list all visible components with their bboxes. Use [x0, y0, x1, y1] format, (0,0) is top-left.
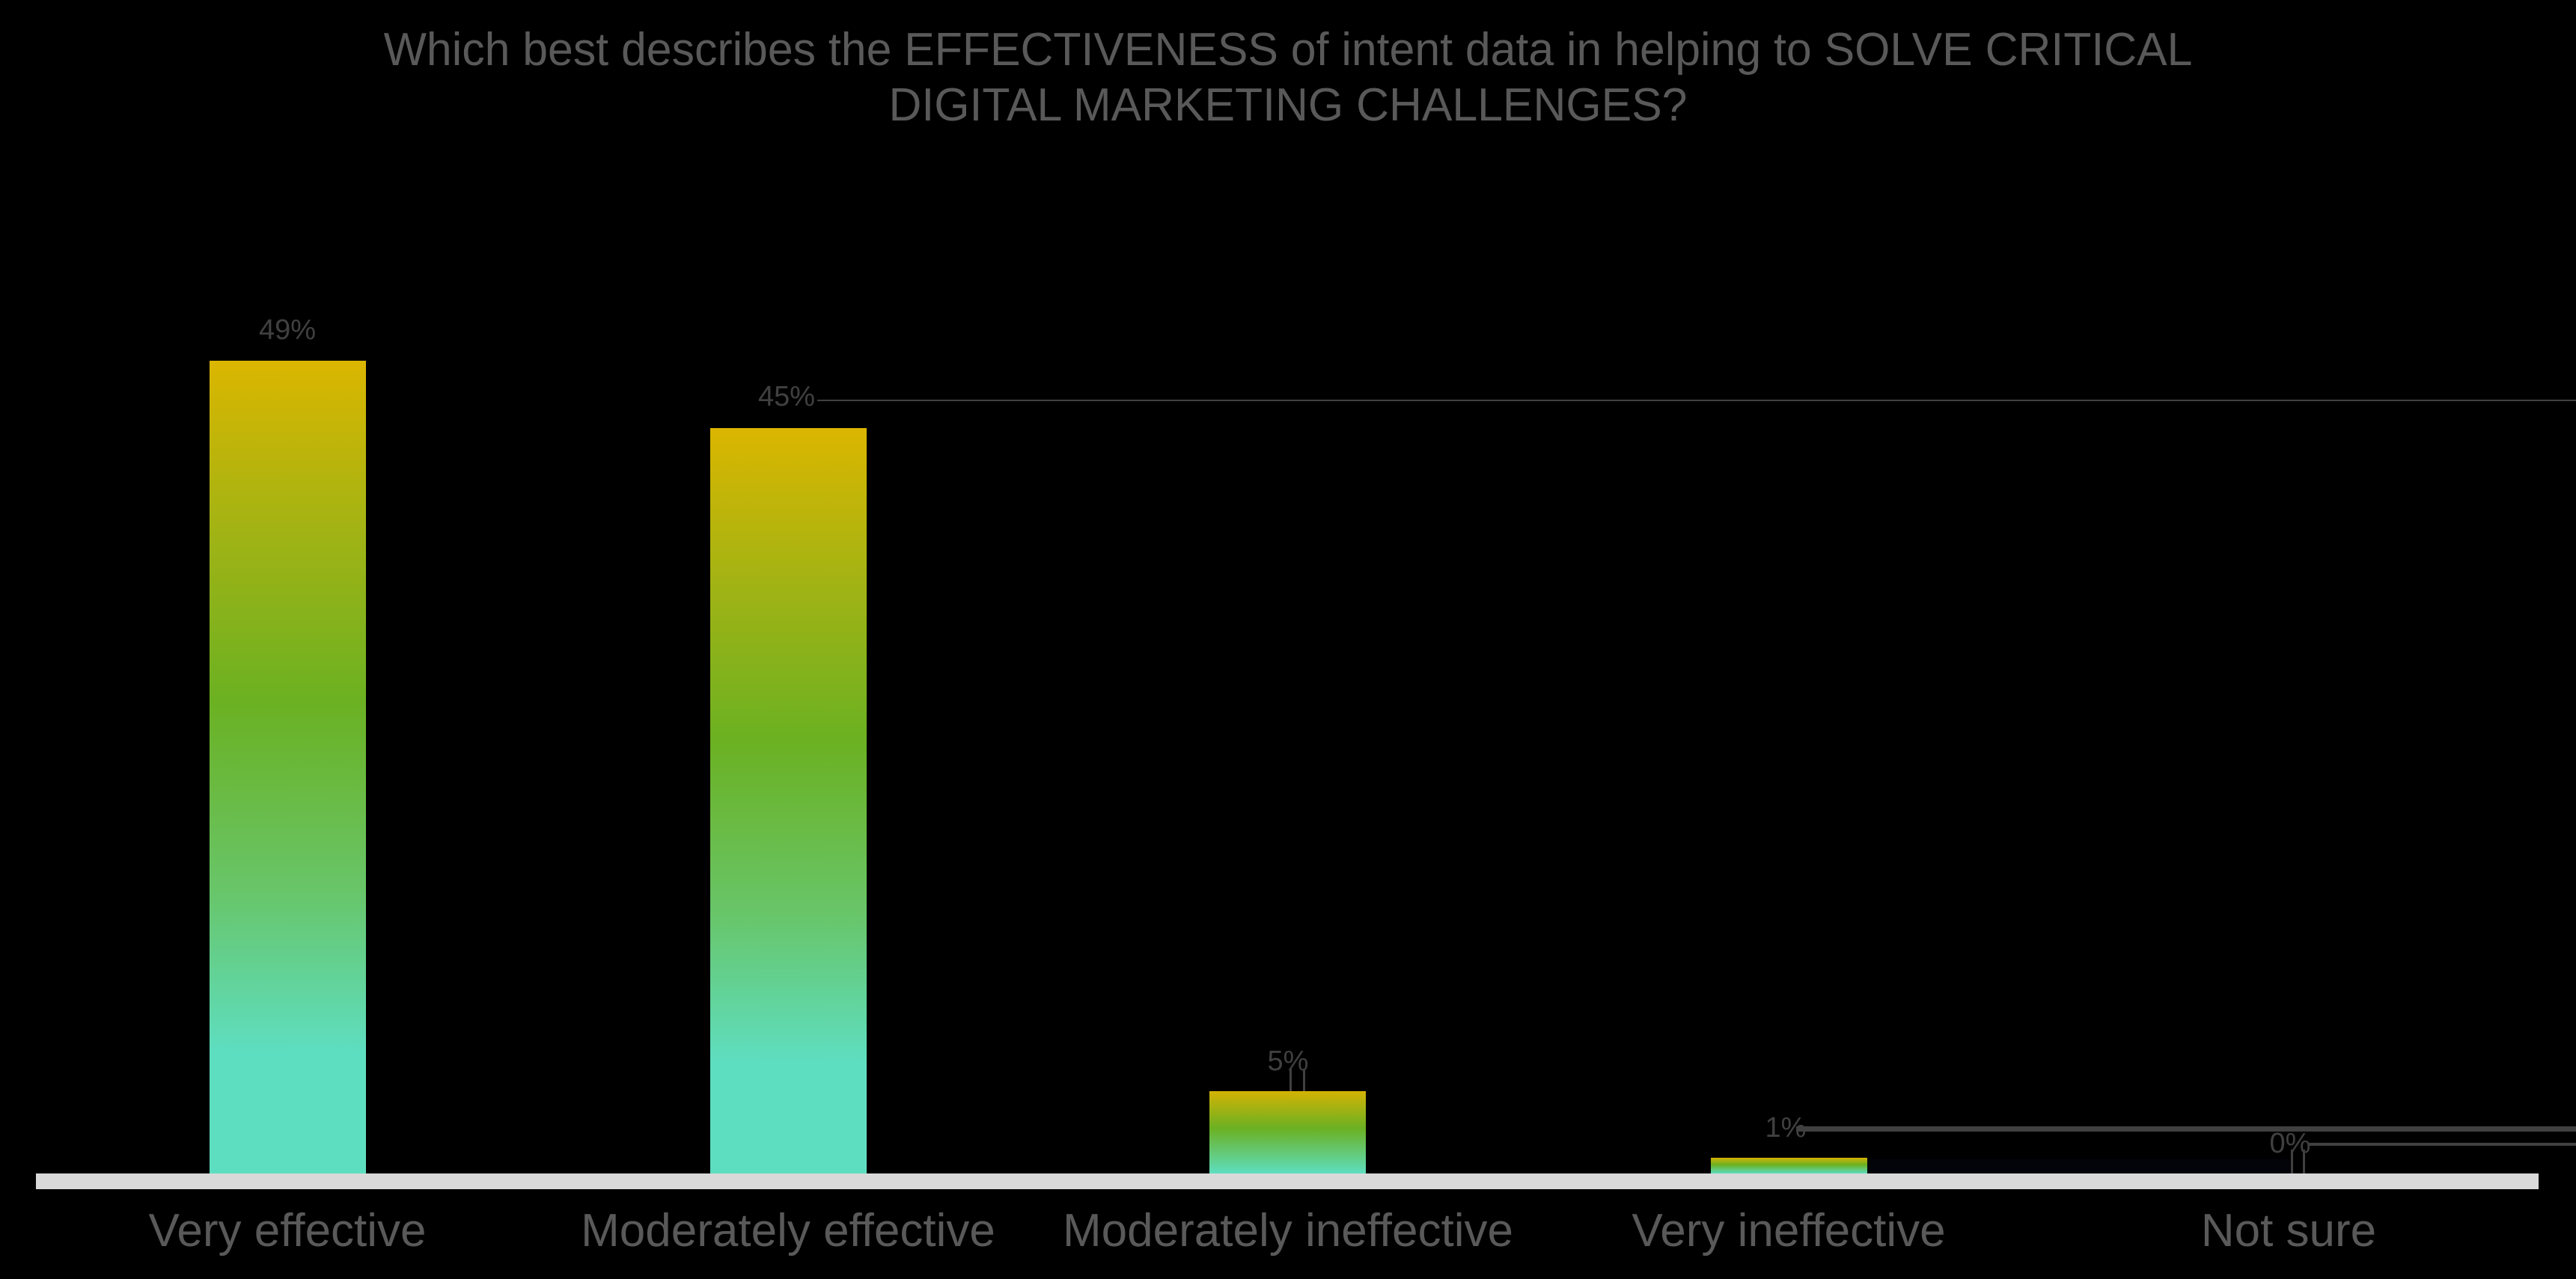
- leader-line-0a: [2291, 1150, 2293, 1173]
- leader-line-0b: [2303, 1150, 2305, 1173]
- leader-line-0-horizontal: [2309, 1143, 2576, 1146]
- bar-moderately-effective: [710, 428, 867, 1173]
- data-label-very-effective: 49%: [258, 314, 317, 346]
- category-label-very-ineffective: Very ineffective: [1632, 1205, 1946, 1257]
- leader-line-1: [1796, 1126, 2576, 1132]
- leader-line-45: [817, 400, 2576, 401]
- bar-very-ineffective: [1711, 1158, 1867, 1173]
- category-label-not-sure: Not sure: [2200, 1205, 2377, 1257]
- category-label-moderately-effective: Moderately effective: [581, 1205, 995, 1257]
- bar-very-effective: [210, 361, 366, 1173]
- category-label-very-effective: Very effective: [148, 1205, 427, 1257]
- chart-title-line-1: Which best describes the EFFECTIVENESS o…: [383, 24, 2193, 76]
- x-axis-baseline: [36, 1173, 2539, 1189]
- chart-title: Which best describes the EFFECTIVENESS o…: [0, 22, 2576, 133]
- data-label-very-ineffective: 1%: [1765, 1112, 1807, 1144]
- data-label-not-sure: 0%: [2269, 1128, 2311, 1159]
- chart-title-line-2: DIGITAL MARKETING CHALLENGES?: [888, 79, 1688, 131]
- data-label-moderately-ineffective: 5%: [1267, 1046, 1309, 1077]
- data-label-moderately-effective: 45%: [757, 381, 816, 412]
- bar-moderately-ineffective: [1209, 1091, 1366, 1173]
- category-label-moderately-ineffective: Moderately ineffective: [1063, 1205, 1513, 1257]
- bar-not-sure: [1867, 1159, 2290, 1173]
- leader-line-5a: [1289, 1069, 1292, 1091]
- leader-line-5b: [1303, 1069, 1305, 1091]
